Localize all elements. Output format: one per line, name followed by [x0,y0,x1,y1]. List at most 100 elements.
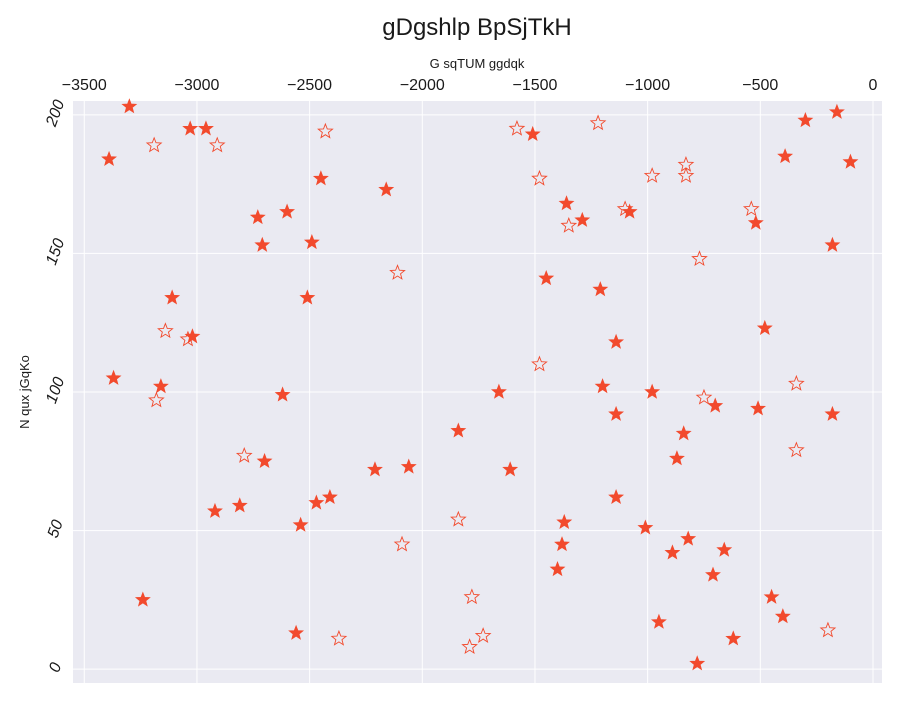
filled-star-point [777,148,794,164]
filled-star-point [134,591,151,607]
hollow-star-point [235,446,253,463]
filled-star-point [675,425,692,441]
filled-star-point [774,608,791,624]
hollow-star-point [531,169,548,186]
filled-star-point [524,125,541,141]
filled-star-point [716,541,733,557]
filled-star-point [608,333,625,349]
hollow-star-point [461,638,478,655]
hollow-star-point [330,629,348,646]
filled-star-point [231,497,248,513]
filled-star-point [750,400,766,416]
hollow-star-point [389,264,406,280]
filled-star-point [664,544,681,560]
filled-star-point [279,203,296,219]
filled-star-point [842,153,859,169]
filled-star-point [680,530,697,546]
filled-star-point [450,422,467,438]
y-tick-label: 100 [43,375,68,406]
filled-star-point [254,236,271,252]
filled-star-point [797,112,814,128]
filled-star-point [207,502,223,518]
filled-star-point [756,319,773,335]
filled-star-point [198,120,214,136]
filled-star-point [256,452,273,469]
filled-star-point [637,519,654,535]
filled-star-point [608,405,625,421]
y-tick-label: 0 [46,660,65,674]
hollow-star-point [616,200,634,217]
filled-star-point [829,103,845,119]
x-tick-label: −500 [742,77,778,94]
y-tick-label: 150 [43,236,68,267]
x-tick-label: −3000 [174,77,219,94]
filled-star-point [824,405,841,421]
filled-star-point [549,561,566,577]
filled-star-point [644,383,661,399]
filled-star-point [594,378,611,394]
filled-star-point [367,461,383,477]
filled-star-point [556,513,573,529]
hollow-star-point [819,621,837,638]
filled-star-point [182,120,199,136]
hollow-star-point [463,588,481,605]
data-points [101,98,859,671]
y-axis-label: N qux jGqKo [17,355,32,429]
hollow-star-point [643,167,661,183]
chart-title: gDgshlp BpSjTkH [382,14,571,41]
hollow-star-point [589,114,607,131]
filled-star-point [292,516,309,532]
hollow-star-point [474,627,492,643]
filled-star-point [299,289,316,305]
filled-star-point [321,488,338,505]
filled-star-point [164,289,181,305]
hollow-star-point [742,200,760,217]
filled-star-point [650,613,667,629]
hollow-star-point [531,355,548,372]
filled-star-point [288,624,305,640]
x-tick-label: −2000 [400,77,445,94]
filled-star-point [152,378,169,394]
hollow-star-point [179,330,197,347]
filled-star-point [705,566,721,582]
hollow-star-point [145,136,163,153]
filled-star-point [121,98,138,114]
hollow-star-point [157,322,174,339]
hollow-star-point [788,374,805,391]
filled-star-point [538,270,555,286]
filled-star-point [502,461,519,477]
filled-star-point [824,236,841,252]
filled-star-point [558,195,575,211]
filled-star-point [105,369,122,385]
hollow-star-point [148,391,165,408]
filled-star-point [400,458,417,474]
hollow-star-point [695,388,713,405]
hollow-star-point [788,441,805,458]
filled-star-point [707,397,724,413]
hollow-star-point [508,119,526,136]
filled-star-point [249,209,266,225]
filled-star-point [274,386,291,402]
hollow-star-point [393,535,411,552]
x-tick-label: −3500 [62,77,107,94]
x-tick-label: −1500 [512,77,557,94]
filled-star-point [378,181,395,197]
x-tick-label: −1000 [625,77,670,94]
filled-star-point [490,383,507,399]
filled-star-point [554,536,570,552]
x-axis-label: G sqTUM ggdqk [430,56,525,71]
grid [73,101,882,683]
x-tick-label: 0 [869,77,878,94]
hollow-star-point [560,216,578,233]
filled-star-point [592,281,609,297]
filled-star-point [763,588,780,604]
filled-star-point [303,234,320,250]
filled-star-point [747,214,764,230]
hollow-star-point [317,122,334,139]
filled-star-point [312,170,329,186]
filled-star-point [608,488,625,505]
y-tick-label: 50 [45,518,67,541]
filled-star-point [725,630,742,646]
